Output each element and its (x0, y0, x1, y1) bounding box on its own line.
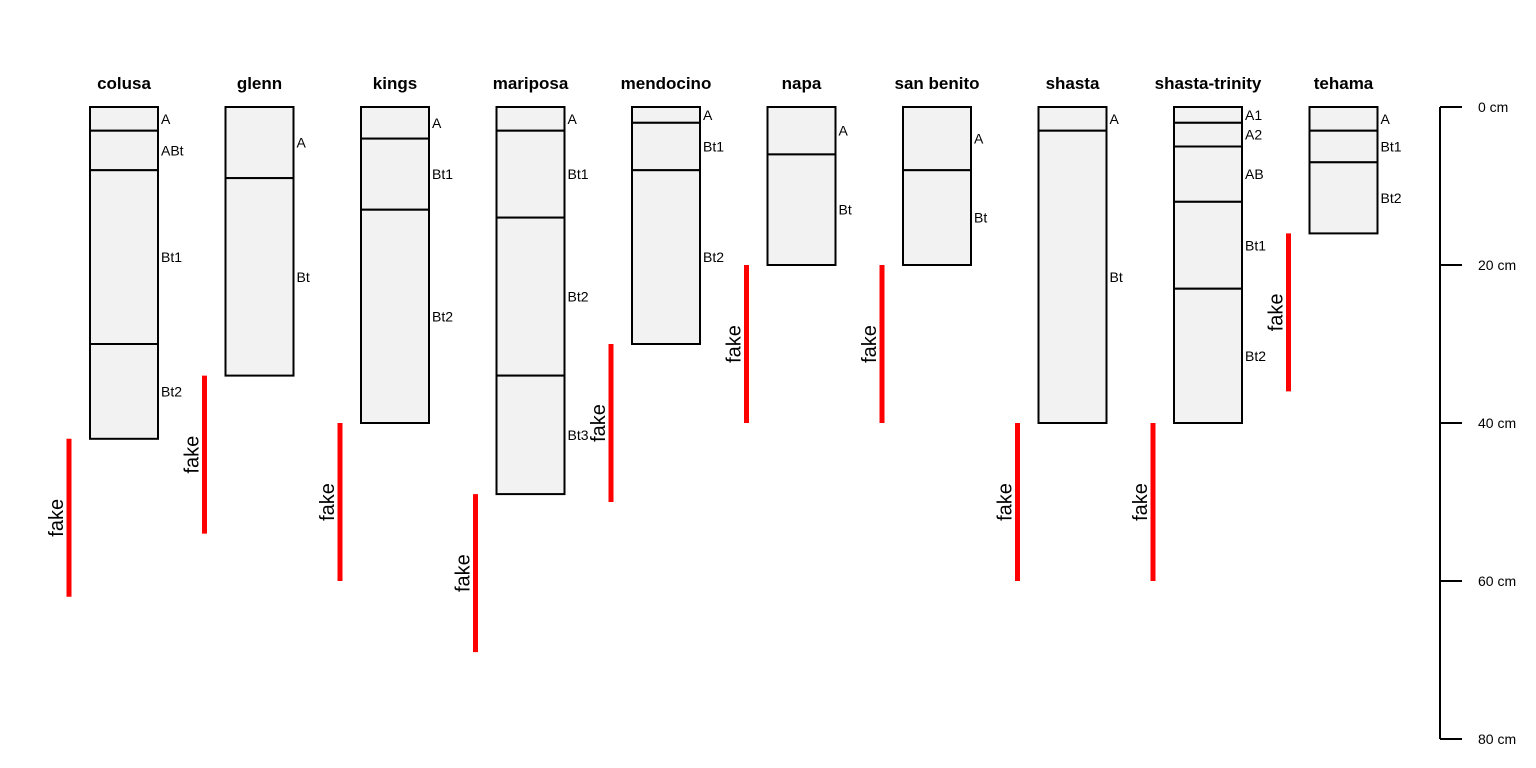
horizon-label: A (703, 107, 713, 123)
horizon-bt (766, 153, 837, 266)
profile-tehama: tehama A Bt1 Bt2 fake (1266, 74, 1402, 392)
horizon-bt (224, 177, 295, 377)
horizon-label: AB (1245, 166, 1264, 182)
horizon-abt (89, 129, 159, 172)
horizon-a1 (1173, 106, 1243, 124)
profile-name: kings (373, 74, 417, 93)
horizon-bt (902, 169, 972, 266)
profile-napa: napa A Bt fake (724, 74, 852, 423)
horizon-bt1 (495, 129, 566, 219)
horizon-bt1 (89, 169, 159, 345)
depth-tick-label: 60 cm (1478, 573, 1516, 589)
horizon-label: Bt (297, 269, 310, 285)
horizon-label: Bt2 (1245, 348, 1266, 364)
horizon-label: Bt2 (161, 383, 182, 399)
profile-shasta: shasta A Bt fake (995, 74, 1123, 581)
horizon-label: Bt1 (703, 139, 724, 155)
horizon-label: Bt2 (432, 308, 453, 324)
horizon-bt2 (1308, 161, 1379, 235)
fake-bracket-label: fake (995, 483, 1017, 521)
profiles-layer: colusaAABtBt1Bt2fakeglennABtfakekingsABt… (46, 74, 1402, 653)
horizon-label: Bt (974, 210, 987, 226)
fake-bracket-label: fake (1130, 483, 1152, 521)
profile-name: shasta (1046, 74, 1100, 93)
horizon-label: Bt1 (161, 249, 182, 265)
fake-bracket-label: fake (724, 325, 746, 363)
horizon-label: Bt1 (568, 166, 589, 182)
profile-glenn: glenn A Bt fake (182, 74, 310, 534)
horizon-label: Bt3 (568, 427, 589, 443)
horizon-label: Bt1 (1381, 139, 1402, 155)
horizon-label: A2 (1245, 127, 1262, 143)
fake-bracket-label: fake (1266, 293, 1288, 331)
horizon-label: A (1381, 111, 1391, 127)
horizon-bt1 (1173, 200, 1243, 290)
horizon-a (631, 106, 701, 124)
profile-name: mendocino (621, 74, 712, 93)
horizon-label: ABt (161, 142, 184, 158)
horizon-a (495, 106, 566, 132)
profile-shasta-trinity: shasta-trinity A1 A2 AB Bt1 Bt2 fake (1130, 74, 1266, 581)
horizon-bt2 (89, 343, 159, 440)
horizon-bt1 (360, 137, 430, 211)
depth-tick-label: 80 cm (1478, 731, 1516, 747)
horizon-a2 (1173, 121, 1243, 148)
horizon-label: A (297, 135, 307, 151)
horizon-bt2 (360, 208, 430, 424)
depth-tick-label: 20 cm (1478, 257, 1516, 273)
profile-mendocino: mendocino A Bt1 Bt2 fake (588, 74, 724, 502)
horizon-a (902, 106, 972, 172)
profile-kings: kings A Bt1 Bt2 fake (317, 74, 453, 581)
horizon-bt1 (1308, 129, 1379, 164)
horizon-label: Bt2 (1381, 190, 1402, 206)
horizon-bt2 (495, 216, 566, 377)
fake-bracket-label: fake (182, 436, 204, 474)
horizon-label: A (1110, 111, 1120, 127)
profile-name: san benito (894, 74, 979, 93)
profile-name: colusa (97, 74, 151, 93)
profile-name: shasta-trinity (1155, 74, 1262, 93)
horizon-label: A1 (1245, 107, 1262, 123)
horizon-label: Bt (1110, 269, 1123, 285)
fake-bracket-label: fake (46, 499, 68, 537)
horizon-label: Bt (839, 202, 852, 218)
horizon-label: A (161, 111, 171, 127)
depth-tick-label: 40 cm (1478, 415, 1516, 431)
horizon-a (1037, 106, 1108, 132)
horizon-label: A (568, 111, 578, 127)
fake-bracket-label: fake (859, 325, 881, 363)
profile-name: mariposa (493, 74, 569, 93)
horizon-bt1 (631, 121, 701, 172)
horizon-bt2 (631, 169, 701, 345)
horizon-bt2 (1173, 287, 1243, 425)
profile-mariposa: mariposa A Bt1 Bt2 Bt3 fake (453, 74, 589, 653)
horizon-label: Bt1 (1245, 237, 1266, 253)
horizon-label: A (839, 123, 849, 139)
horizon-bt (1037, 129, 1108, 424)
horizon-ab (1173, 145, 1243, 203)
horizon-a (1308, 106, 1379, 132)
horizon-label: Bt2 (703, 249, 724, 265)
horizon-a (766, 106, 837, 156)
profile-name: napa (782, 74, 822, 93)
depth-tick-label: 0 cm (1478, 99, 1508, 115)
fake-bracket-label: fake (317, 483, 339, 521)
fake-bracket-label: fake (588, 404, 610, 442)
profile-name: glenn (237, 74, 282, 93)
horizon-a (89, 106, 159, 132)
horizon-label: A (974, 131, 984, 147)
horizon-label: Bt2 (568, 289, 589, 305)
horizon-a (224, 106, 295, 180)
horizon-label: A (432, 115, 442, 131)
profile-colusa: colusa A ABt Bt1 Bt2 fake (46, 74, 184, 597)
horizon-a (360, 106, 430, 140)
fake-bracket-label: fake (453, 554, 475, 592)
horizon-label: Bt1 (432, 166, 453, 182)
horizon-bt3 (495, 374, 566, 496)
depth-axis: 0 cm 20 cm 40 cm 60 cm 80 cm (1439, 99, 1516, 747)
profile-san-benito: san benito A Bt fake (859, 74, 987, 423)
profile-name: tehama (1314, 74, 1374, 93)
